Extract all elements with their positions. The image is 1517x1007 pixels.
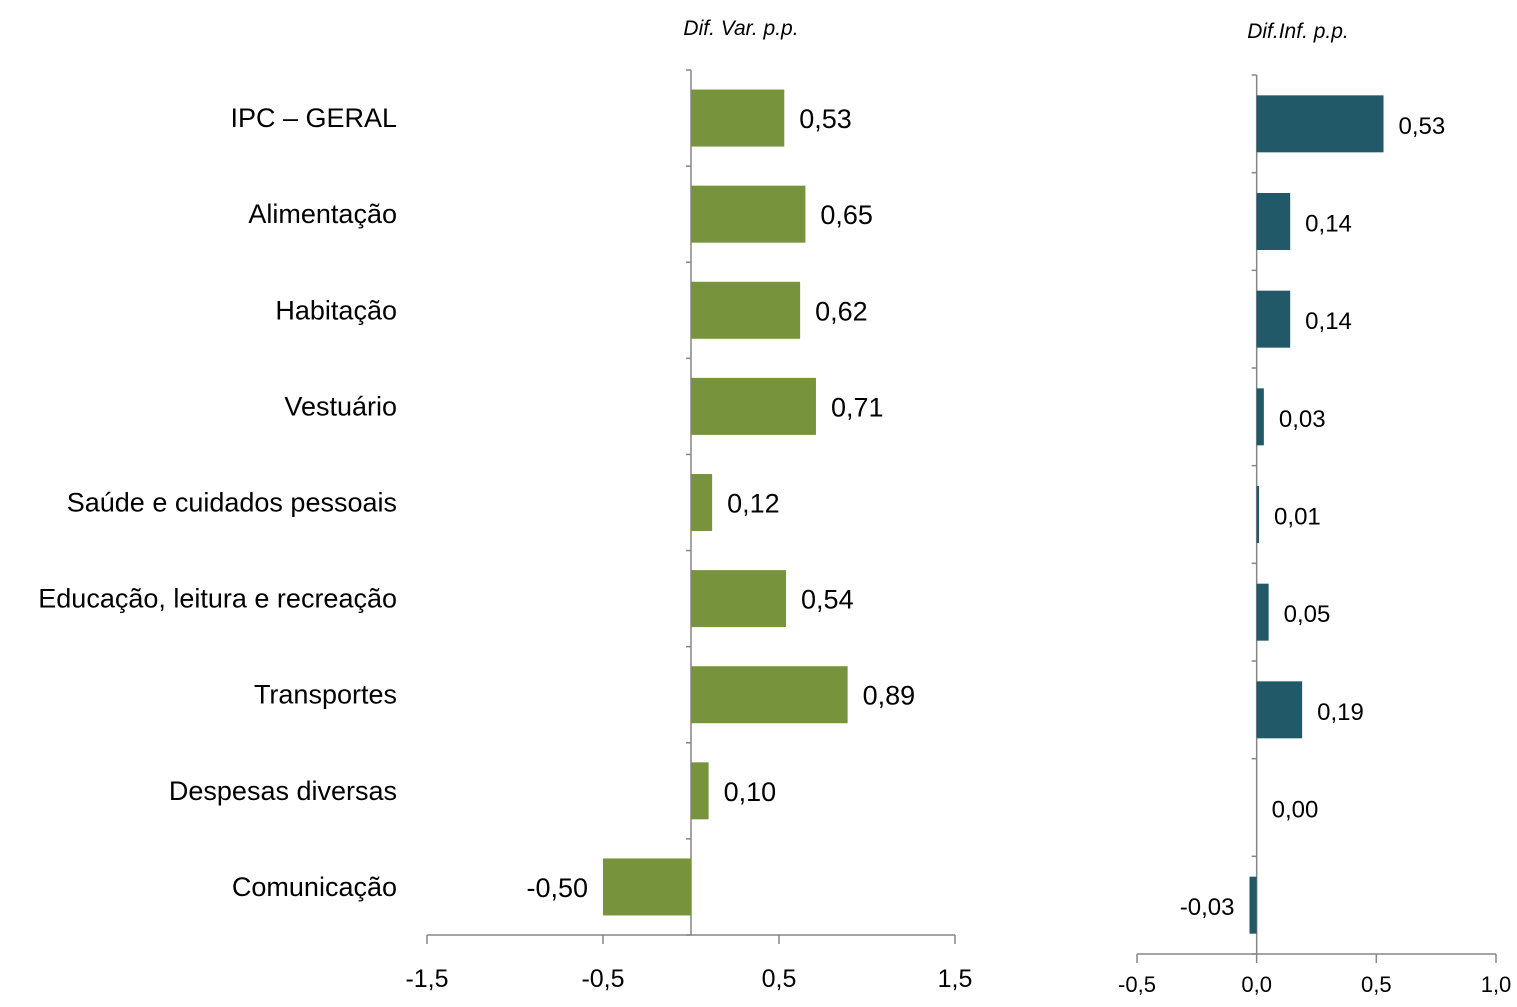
category-label-saude-e-cuidados-pessoais: Saúde e cuidados pessoais	[67, 488, 397, 518]
data-label: 0,05	[1284, 601, 1331, 628]
bar-ipc-geral	[691, 89, 785, 147]
category-label-despesas-diversas: Despesas diversas	[169, 776, 397, 806]
data-label: -0,50	[526, 873, 588, 903]
category-label-ipc-geral: IPC – GERAL	[230, 103, 397, 133]
data-label: 0,62	[815, 296, 868, 326]
category-label-vestuario: Vestuário	[284, 391, 397, 421]
category-label-alimentacao: Alimentação	[248, 199, 397, 229]
data-label: 0,01	[1274, 504, 1321, 531]
bar-transportes	[691, 666, 848, 724]
x-tick-label: -1,5	[405, 965, 448, 993]
category-label-educacao-leitura-e-recreacao: Educação, leitura e recreação	[38, 584, 397, 614]
data-label: 0,03	[1279, 406, 1326, 433]
x-tick-label: 1,5	[938, 965, 973, 993]
data-label: 0,65	[820, 200, 873, 230]
chart-panel-dif-inf: Dif.Inf. p.p. -0,5 0,0 0,5 1,0 0,53 0,14 0,14 0,…	[1118, 20, 1511, 997]
data-label: 0,71	[831, 392, 884, 422]
data-label: 0,53	[1399, 113, 1446, 140]
chart-title: Dif. Var. p.p.	[683, 17, 798, 40]
bar-ipc-geral	[1256, 95, 1384, 153]
bar-habitacao	[691, 281, 801, 339]
bar-saude-e-cuidados-pessoais	[691, 474, 713, 531]
x-tick-label: -0,5	[1118, 972, 1156, 997]
category-label-comunicacao: Comunicação	[232, 872, 397, 902]
bar-educacao-leitura-e-recreacao	[1256, 583, 1269, 641]
bar-alimentacao	[691, 185, 806, 243]
bar-despesas-diversas	[691, 762, 709, 820]
x-tick-label: 0,5	[762, 965, 797, 993]
data-label: 0,89	[863, 681, 916, 711]
bar-transportes	[1256, 681, 1303, 739]
bar-vestuario	[1256, 388, 1264, 446]
data-label: 0,19	[1317, 699, 1364, 726]
bar-vestuario	[691, 377, 816, 435]
bar-comunicacao	[603, 858, 691, 916]
data-label: 0,53	[799, 104, 852, 134]
category-label-habitacao: Habitação	[275, 295, 397, 325]
bar-habitacao	[1256, 290, 1291, 348]
data-label: 0,14	[1305, 308, 1352, 335]
bar-educacao-leitura-e-recreacao	[691, 570, 787, 628]
chart-title: Dif.Inf. p.p.	[1247, 20, 1349, 43]
category-label-transportes: Transportes	[254, 680, 397, 710]
data-label: 0,54	[801, 585, 854, 615]
chart-panel-dif-var: Dif. Var. p.p. -1,5 -0,5 0,5 1,5 0,53 IPC – GE…	[38, 17, 972, 993]
x-tick-label: 0,0	[1241, 972, 1272, 997]
data-label: -0,03	[1180, 894, 1235, 921]
x-tick-label: -0,5	[581, 965, 624, 993]
data-label: 0,14	[1305, 211, 1352, 238]
data-label: 0,12	[727, 489, 780, 519]
x-tick-label: 0,5	[1361, 972, 1392, 997]
bar-saude-e-cuidados-pessoais	[1256, 486, 1260, 543]
bar-alimentacao	[1256, 193, 1291, 250]
data-label: 0,00	[1272, 797, 1319, 824]
bar-comunicacao	[1249, 876, 1257, 934]
x-tick-label: 1,0	[1481, 972, 1512, 997]
data-label: 0,10	[724, 777, 777, 807]
